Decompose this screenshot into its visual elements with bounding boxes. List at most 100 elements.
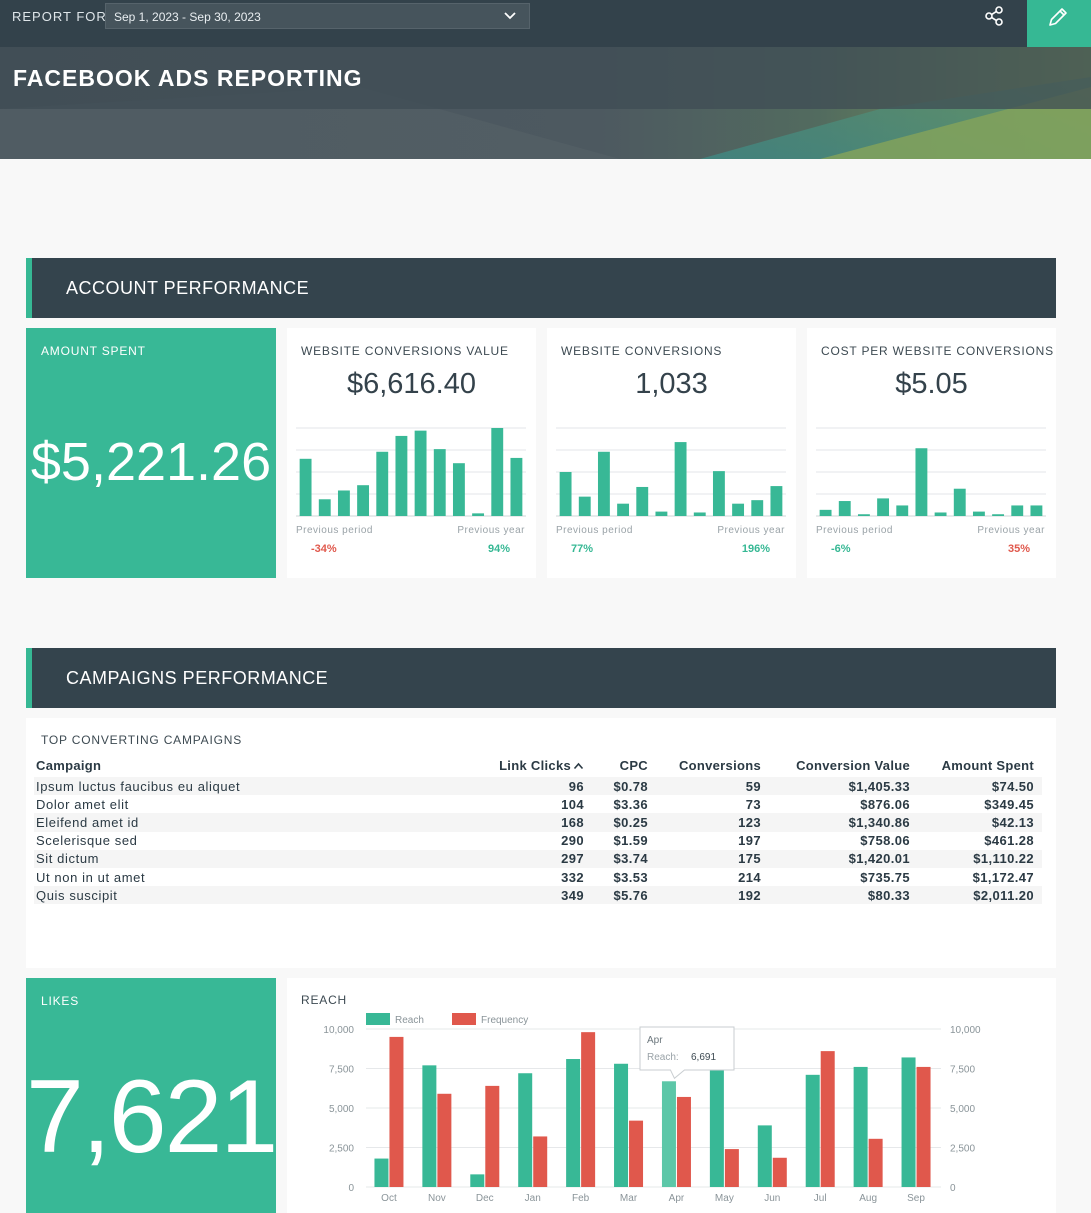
reach-bar-frequency[interactable]	[916, 1066, 931, 1187]
link-clicks-cell: 168	[486, 813, 592, 832]
column-header-amount-spent[interactable]: Amount Spent	[941, 758, 1034, 773]
conversion-value-cell: $876.06	[860, 796, 910, 812]
conversions-cell: 123	[656, 813, 769, 832]
mini-bar	[877, 498, 890, 516]
table-row: Scelerisque sed 290 $1.59 197 $758.06 $4…	[34, 832, 1042, 850]
x-axis-tick: May	[715, 1193, 734, 1204]
table-row: Ipsum luctus faucibus eu aliquet 96 $0.7…	[34, 777, 1042, 796]
y-axis-tick-left: 5,000	[329, 1104, 354, 1115]
reach-bar-frequency[interactable]	[581, 1032, 596, 1187]
cpc-cell: $3.36	[613, 796, 648, 812]
x-axis-tick: Sep	[907, 1193, 925, 1204]
campaign-name: Ipsum luctus faucibus eu aliquet	[34, 777, 486, 796]
mini-bar	[655, 511, 668, 516]
mini-bar	[1011, 505, 1024, 516]
mini-bar	[693, 512, 706, 516]
card-value: 1,033	[635, 368, 708, 400]
reach-bar-frequency[interactable]	[389, 1036, 404, 1187]
mini-bar	[896, 505, 909, 516]
mini-bar	[732, 503, 745, 516]
reach-bar-reach[interactable]	[805, 1074, 820, 1187]
reach-bar-reach[interactable]	[901, 1057, 916, 1187]
mini-bar	[915, 448, 928, 516]
reach-bar-reach[interactable]	[470, 1174, 485, 1187]
link-clicks-cell: 290	[561, 833, 584, 849]
mini-bar	[953, 488, 966, 516]
column-header-conversion-value[interactable]: Conversion Value	[796, 758, 910, 773]
mini-bar	[712, 471, 725, 516]
amount-spent-cell: $2,011.20	[918, 886, 1042, 905]
mini-bar-chart	[816, 427, 1046, 517]
x-axis-tick: Nov	[428, 1193, 446, 1204]
reach-bar-reach[interactable]	[518, 1073, 533, 1187]
reach-bar-reach[interactable]	[422, 1065, 437, 1187]
reach-bar-reach[interactable]	[853, 1066, 868, 1187]
column-header-campaign[interactable]: Campaign	[36, 758, 102, 773]
x-axis-tick: Mar	[620, 1193, 638, 1204]
cpc-cell: $0.78	[592, 777, 656, 796]
reach-bar-reach[interactable]	[661, 1081, 676, 1187]
reach-bar-frequency[interactable]	[772, 1157, 787, 1187]
amount-spent-cell: $1,110.22	[918, 849, 1042, 868]
reach-bar-frequency[interactable]	[533, 1136, 548, 1187]
reach-bar-frequency[interactable]	[676, 1096, 691, 1187]
previous-year-label: Previous year	[977, 525, 1045, 536]
mini-bar	[491, 428, 504, 516]
legend-swatch-reach[interactable]	[366, 1013, 390, 1025]
column-header-conversions[interactable]: Conversions	[678, 758, 761, 773]
reach-bar-reach[interactable]	[614, 1063, 629, 1187]
reach-bar-frequency[interactable]	[437, 1093, 452, 1187]
legend-label-reach[interactable]: Reach	[395, 1015, 424, 1026]
column-header-link-clicks[interactable]: Link Clicks	[486, 754, 592, 777]
reach-bar-frequency[interactable]	[868, 1138, 883, 1187]
legend-label-frequency[interactable]: Frequency	[481, 1015, 528, 1026]
mini-bar	[414, 430, 427, 516]
reach-bar-frequency[interactable]	[820, 1051, 835, 1187]
top-converting-campaigns-card: TOP CONVERTING CAMPAIGNS Campaign Link C…	[26, 718, 1056, 968]
table-row: Ut non in ut amet 332 $3.53 214 $735.75 …	[34, 868, 1042, 886]
date-range-select[interactable]: Sep 1, 2023 - Sep 30, 2023	[105, 3, 530, 29]
table-title: TOP CONVERTING CAMPAIGNS	[41, 733, 243, 747]
amount-spent-cell: $74.50	[918, 777, 1042, 796]
campaign-name: Ut non in ut amet	[36, 869, 146, 885]
reach-bar-reach[interactable]	[709, 1070, 724, 1187]
conversion-value-cell: $758.06	[860, 833, 910, 849]
tooltip-value: 6,691	[691, 1052, 716, 1063]
account-performance-header: ACCOUNT PERFORMANCE	[26, 258, 1056, 318]
mini-bar	[617, 503, 630, 516]
link-clicks-cell: 332	[561, 869, 584, 885]
y-axis-tick-left: 0	[348, 1183, 354, 1194]
share-icon[interactable]	[982, 4, 1008, 30]
pencil-icon	[1049, 8, 1067, 26]
mini-bar	[819, 509, 832, 516]
conversions-cell: 59	[656, 777, 769, 796]
legend-swatch-frequency[interactable]	[452, 1013, 476, 1025]
mini-bar	[751, 500, 764, 516]
previous-period-label: Previous period	[816, 525, 893, 536]
campaigns-table: Campaign Link Clicks CPC Conversions Con…	[34, 754, 1042, 905]
previous-period-value: 77%	[571, 543, 594, 555]
table-row: Eleifend amet id 168 $0.25 123 $1,340.86…	[34, 813, 1042, 832]
mini-bar	[376, 451, 389, 516]
reach-bar-frequency[interactable]	[629, 1120, 644, 1187]
amount-spent-card: AMOUNT SPENT $5,221.26	[26, 328, 276, 578]
reach-bar-reach[interactable]	[566, 1059, 581, 1187]
cpc-cell: $3.74	[592, 849, 656, 868]
card-label: WEBSITE CONVERSIONS	[561, 344, 723, 358]
website-conversions-card: WEBSITE CONVERSIONS 1,033 Previous perio…	[547, 328, 796, 578]
card-label: WEBSITE CONVERSIONS VALUE	[301, 344, 509, 358]
conversions-cell: 73	[745, 796, 761, 812]
x-axis-tick: Oct	[381, 1193, 397, 1204]
amount-spent-cell: $42.13	[918, 813, 1042, 832]
reach-bar-frequency[interactable]	[485, 1085, 500, 1187]
reach-bar-frequency[interactable]	[724, 1149, 739, 1187]
edit-button[interactable]	[1027, 0, 1091, 47]
mini-bar	[770, 486, 783, 516]
amount-spent-cell: $349.45	[984, 796, 1034, 812]
column-header-cpc[interactable]: CPC	[619, 758, 648, 773]
reach-bar-reach[interactable]	[374, 1158, 389, 1187]
campaign-name: Quis suscipit	[34, 886, 486, 905]
reach-bar-reach[interactable]	[757, 1125, 772, 1187]
table-row: Dolor amet elit 104 $3.36 73 $876.06 $34…	[34, 795, 1042, 813]
y-axis-tick-left: 2,500	[329, 1144, 354, 1155]
